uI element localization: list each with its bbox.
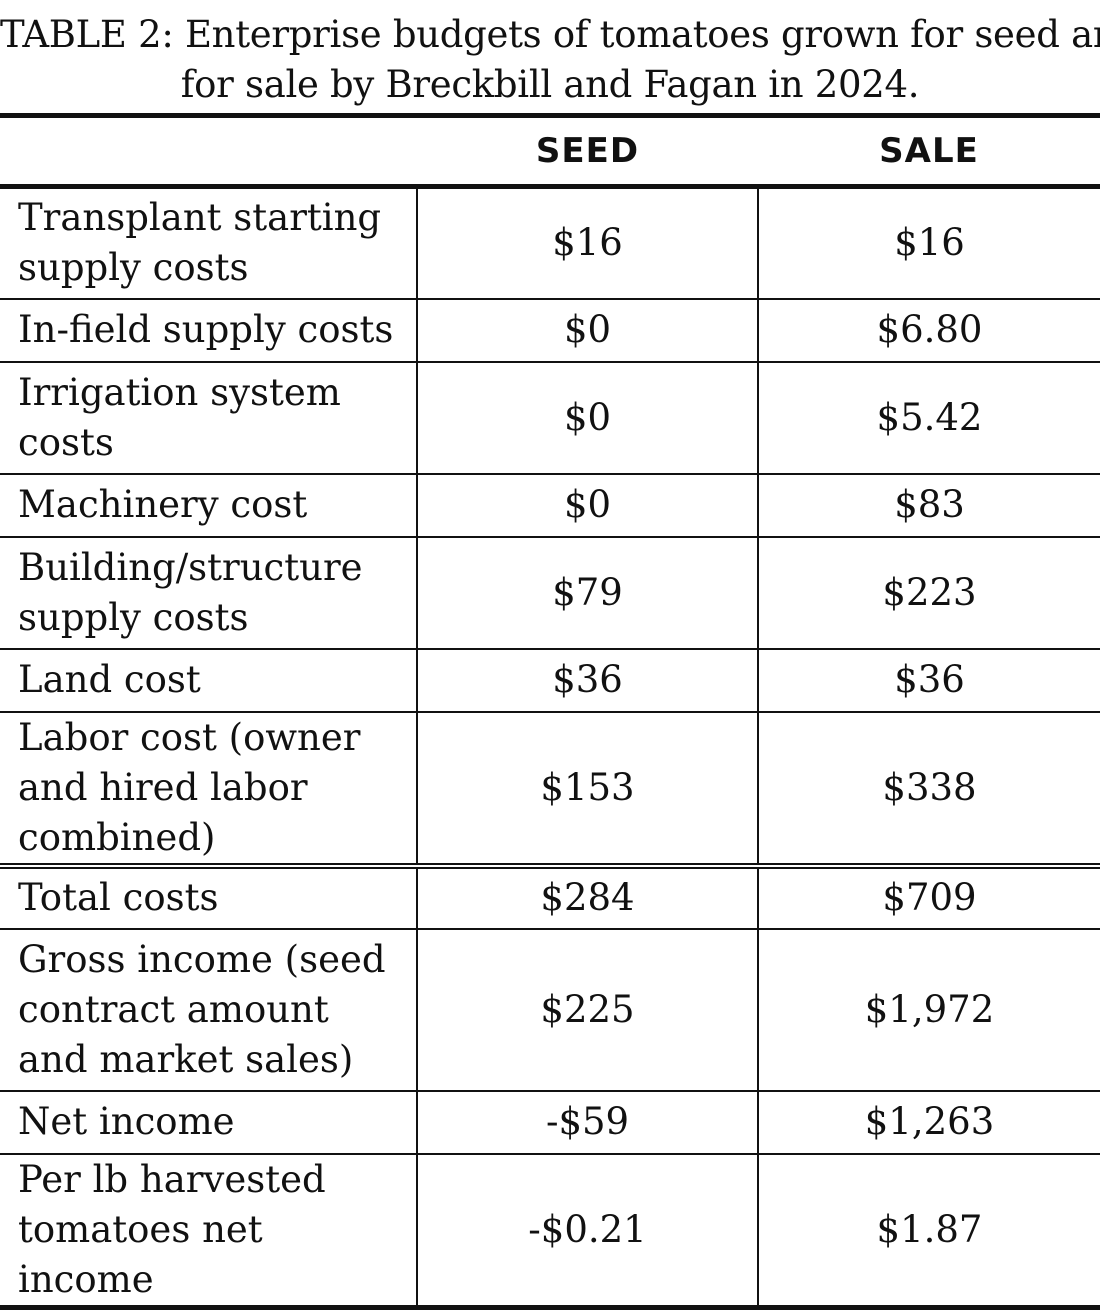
row-label: Building/structure supply costs [0,535,418,650]
caption-line-1: TABLE 2: Enterprise budgets of tomatoes … [0,13,1100,56]
seed-value: $284 [417,862,759,930]
caption-line-2: for sale by Breckbill and Fagan in 2024. [180,63,920,106]
seed-value: $153 [417,710,759,867]
row-label: Machinery cost [0,472,418,538]
sale-value: $223 [758,535,1100,650]
row-label: Gross income (seed contract amount and m… [0,927,418,1092]
seed-value: $79 [417,535,759,650]
seed-value: $16 [417,185,759,300]
row-label: In-field supply costs [0,297,418,363]
table-row: Per lb harvested tomatoes net income -$0… [0,1152,1100,1310]
table-row: Irrigation system costs $0 $5.42 [0,360,1100,475]
seed-value: $0 [417,472,759,538]
row-label: Total costs [0,862,418,930]
sale-value: $1,972 [758,927,1100,1092]
row-label: Net income [0,1089,418,1155]
table-header-row: SEED SALE [0,113,1100,189]
sale-value: $338 [758,710,1100,867]
table-row: Labor cost (owner and hired labor combin… [0,710,1100,867]
sale-value: $6.80 [758,297,1100,363]
table-row: Net income -$59 $1,263 [0,1089,1100,1155]
table-row: Building/structure supply costs $79 $223 [0,535,1100,650]
enterprise-budget-table: SEED SALE Transplant starting supply cos… [0,113,1100,1310]
table-row: Land cost $36 $36 [0,647,1100,713]
seed-value: -$0.21 [417,1152,759,1310]
table-row: In-field supply costs $0 $6.80 [0,297,1100,363]
sale-value: $1,263 [758,1089,1100,1155]
sale-value: $16 [758,185,1100,300]
sale-value: $5.42 [758,360,1100,475]
seed-value: $36 [417,647,759,713]
seed-value: $0 [417,360,759,475]
row-label: Transplant starting supply costs [0,185,418,300]
total-costs-row: Total costs $284 $709 [0,862,1100,930]
table-row: Gross income (seed contract amount and m… [0,927,1100,1092]
row-label: Per lb harvested tomatoes net income [0,1152,418,1310]
seed-value: -$59 [417,1089,759,1155]
table-row: Transplant starting supply costs $16 $16 [0,185,1100,300]
sale-value: $1.87 [758,1152,1100,1310]
header-label [0,113,417,189]
row-label: Irrigation system costs [0,360,418,475]
sale-value: $83 [758,472,1100,538]
seed-value: $225 [417,927,759,1092]
sale-value: $36 [758,647,1100,713]
table-row: Machinery cost $0 $83 [0,472,1100,538]
table-caption: TABLE 2: Enterprise budgets of tomatoes … [0,10,1100,110]
row-label: Labor cost (owner and hired labor combin… [0,710,418,867]
sale-value: $709 [758,862,1100,930]
row-label: Land cost [0,647,418,713]
header-seed: SEED [417,113,758,189]
seed-value: $0 [417,297,759,363]
header-sale: SALE [758,113,1100,189]
